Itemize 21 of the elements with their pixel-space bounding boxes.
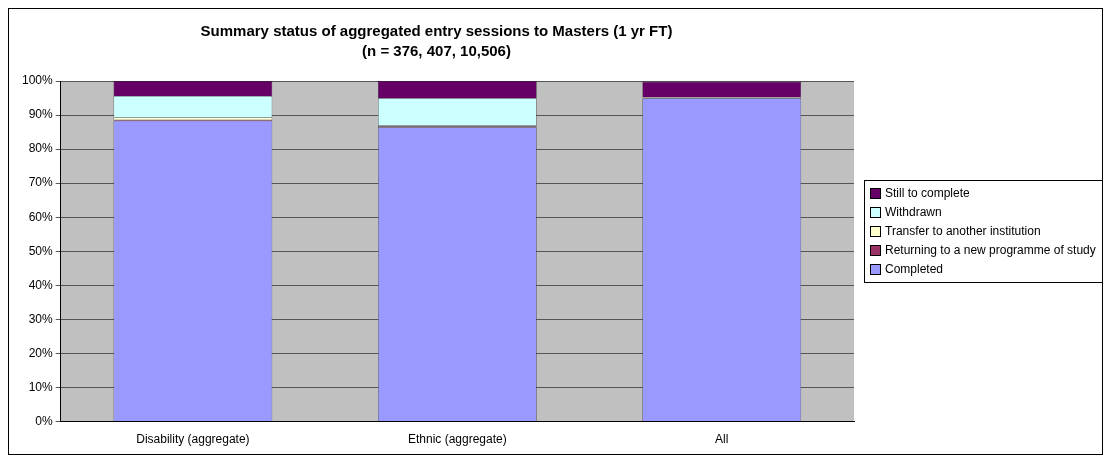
y-tick-label: 80%	[28, 141, 54, 156]
legend-label: Still to complete	[885, 185, 970, 202]
x-tick-label: Disability (aggregate)	[136, 432, 250, 447]
y-tick-label: 90%	[28, 107, 54, 122]
legend-label: Withdrawn	[885, 204, 942, 221]
x-tick-label: All	[715, 432, 729, 447]
y-tick-label: 100%	[21, 73, 54, 88]
y-tick-label: 50%	[28, 243, 54, 258]
y-tick-label: 30%	[28, 311, 54, 326]
y-tick-label: 20%	[28, 345, 54, 360]
y-tick-label: 40%	[28, 277, 54, 292]
chart-subtitle: (n = 376, 407, 10,506)	[362, 42, 511, 60]
x-tick-label: Ethnic (aggregate)	[407, 432, 507, 447]
legend-label: Transfer to another institution	[885, 223, 1041, 240]
y-tick-label: 70%	[28, 175, 54, 190]
y-tick-label: 60%	[28, 209, 54, 224]
chart-title: Summary status of aggregated entry sessions to Masters (1 yr FT)	[200, 22, 673, 40]
legend-label: Completed	[885, 261, 944, 278]
y-tick-label: 0%	[35, 413, 54, 428]
legend-label: Returning to a new programme of study	[885, 242, 1096, 259]
y-tick-label: 10%	[28, 379, 54, 394]
